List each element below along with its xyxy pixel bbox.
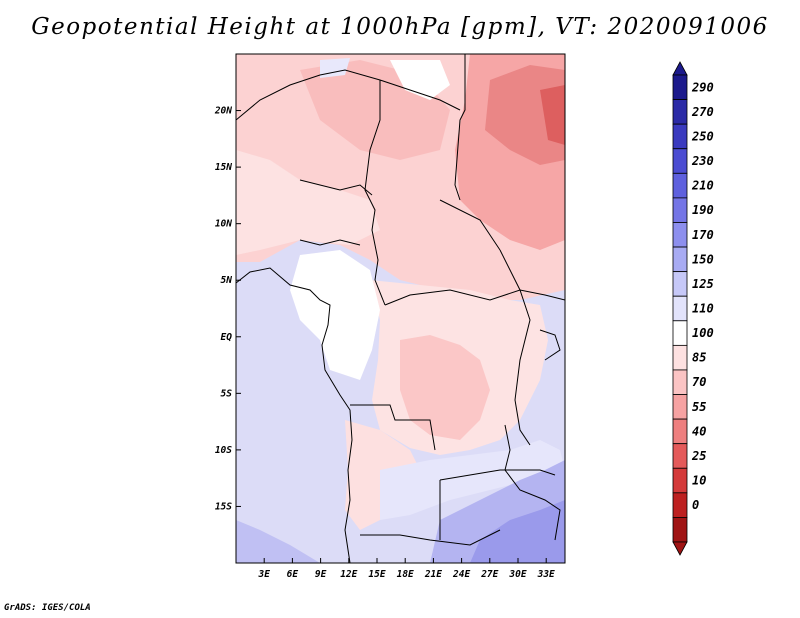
colorbar-swatch <box>672 271 688 297</box>
colorbar-swatch <box>672 197 688 223</box>
grads-credit: GrADS: IGES/COLA <box>4 603 91 613</box>
x-tick-label: 33E <box>537 569 555 580</box>
x-tick-label: 27E <box>480 569 498 580</box>
colorbar-swatch <box>672 492 688 518</box>
colorbar-swatch <box>672 443 688 469</box>
colorbar-swatch <box>672 172 688 199</box>
colorbar-label: 100 <box>692 326 714 340</box>
colorbar-bottom-arrow <box>672 541 688 556</box>
colorbar-swatch <box>672 99 688 125</box>
x-axis-ticks: 3E 6E 9E 12E 15E 18E 21E 24E 27E 30E 33E <box>257 558 555 580</box>
colorbar-top-arrow <box>672 61 688 76</box>
y-tick-label: 15N <box>215 162 232 173</box>
colorbar-swatch <box>672 369 688 395</box>
y-tick-label: 5N <box>221 275 233 286</box>
colorbar-label: 70 <box>692 375 706 389</box>
colorbar-label: 125 <box>692 277 714 291</box>
y-tick-label: 5S <box>221 388 233 399</box>
y-tick-label: 15S <box>215 501 232 512</box>
colorbar-swatch <box>672 222 688 248</box>
colorbar-swatch <box>672 295 688 322</box>
colorbar-label: 150 <box>692 252 714 266</box>
colorbar-label: 230 <box>691 154 714 168</box>
x-tick-label: 12E <box>340 569 357 580</box>
y-tick-label: 20N <box>214 106 232 117</box>
colorbar: 2902702502302101901701501251101008570554… <box>672 61 714 556</box>
colorbar-swatch <box>672 394 688 420</box>
colorbar-swatch <box>672 123 688 150</box>
x-tick-label: 18E <box>397 569 414 580</box>
colorbar-label: 170 <box>692 228 714 242</box>
x-tick-label: 15E <box>368 569 385 580</box>
colorbar-label: 0 <box>692 498 699 512</box>
colorbar-label: 210 <box>691 179 714 193</box>
colorbar-swatch <box>672 320 688 346</box>
colorbar-swatch <box>672 246 688 273</box>
colorbar-swatch <box>672 467 688 494</box>
x-tick-label: 30E <box>508 569 526 580</box>
colorbar-label: 270 <box>691 105 714 119</box>
x-tick-label: 24E <box>452 569 470 580</box>
height-field <box>236 54 565 563</box>
colorbar-label: 250 <box>691 129 714 143</box>
colorbar-label: 85 <box>692 351 706 365</box>
y-tick-label: EQ <box>221 332 233 343</box>
map-title: Geopotential Height at 1000hPa [gpm], VT… <box>31 14 769 40</box>
x-tick-label: 21E <box>424 569 442 580</box>
colorbar-label: 10 <box>692 474 706 488</box>
colorbar-swatch <box>672 148 688 174</box>
colorbar-swatch <box>672 344 688 371</box>
colorbar-swatch <box>672 418 688 445</box>
map-frame <box>235 53 566 564</box>
x-tick-label: 9E <box>315 569 327 580</box>
y-tick-label: 10N <box>215 219 232 230</box>
colorbar-swatch <box>672 517 688 543</box>
x-tick-label: 3E <box>257 569 270 580</box>
colorbar-label: 290 <box>691 80 714 94</box>
y-tick-label: 10S <box>215 445 232 456</box>
colorbar-swatch <box>672 74 688 100</box>
colorbar-label: 110 <box>692 302 714 316</box>
colorbar-label: 40 <box>692 424 706 438</box>
colorbar-label: 190 <box>692 203 714 217</box>
y-axis-ticks: 20N 15N 10N 5N EQ 5S 10S 15S <box>214 106 241 512</box>
colorbar-label: 55 <box>692 400 706 414</box>
x-tick-label: 6E <box>287 569 299 580</box>
colorbar-label: 25 <box>691 449 706 463</box>
coastlines <box>236 54 565 563</box>
